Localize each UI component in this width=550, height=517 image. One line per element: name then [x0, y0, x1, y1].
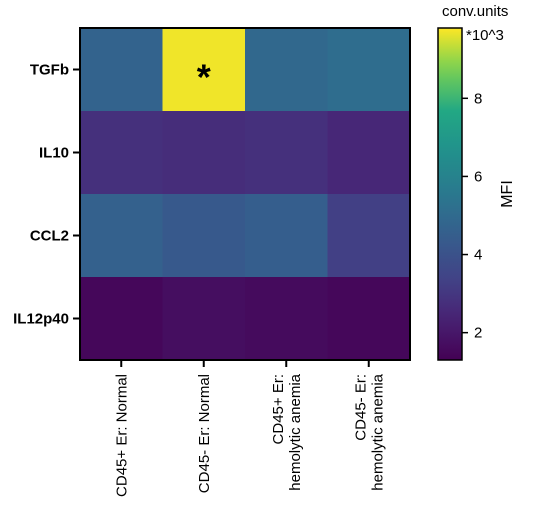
heatmap-cell: [80, 277, 163, 361]
row-label: IL12p40: [13, 311, 69, 328]
heatmap-cell: [162, 28, 246, 112]
colorbar-unit-label: conv.units: [442, 3, 508, 20]
heatmap-cell: [80, 28, 163, 112]
heatmap-cell: [80, 194, 163, 278]
heatmap-cell: [80, 111, 163, 195]
row-labels: TGFb IL10 CCL2 IL12p40: [13, 62, 80, 328]
colorbar-multiplier-label: *10^3: [466, 27, 504, 44]
heatmap-cell: [245, 28, 328, 112]
colorbar-scale: [437, 27, 463, 361]
heatmap-cell: [327, 111, 411, 195]
row-label: TGFb: [30, 62, 69, 79]
colorbar-tick-label: 6: [474, 168, 482, 185]
heatmap-cell: [245, 277, 328, 361]
colorbar-tick-label: 4: [474, 247, 482, 264]
row-label: IL10: [39, 145, 69, 162]
heatmap-cell: [162, 194, 246, 278]
column-label: CD45+ Er:: [270, 374, 287, 444]
column-label: hemolytic anemia: [287, 373, 304, 490]
heatmap-cell: [162, 111, 246, 195]
column-label: hemolytic anemia: [369, 373, 386, 490]
cell-annotations: *: [197, 57, 211, 98]
column-labels: CD45+ Er: Normal CD45- Er: Normal CD45+ Er…: [113, 360, 386, 497]
row-label: CCL2: [30, 228, 69, 245]
plot-frame: [79, 27, 411, 361]
heatmap-cell: [327, 277, 411, 361]
significance-marker: *: [197, 57, 211, 98]
heatmap-cell: [245, 111, 328, 195]
heatmap-cells: [80, 28, 411, 361]
heatmap-cell: [162, 277, 246, 361]
colorbar-tick-label: 2: [474, 325, 482, 342]
colorbar-tick-label: 8: [474, 90, 482, 107]
column-label: CD45- Er:: [352, 374, 369, 441]
column-label: CD45+ Er: Normal: [113, 374, 130, 497]
colorbar-axis-label: MFI: [499, 180, 516, 208]
heatmap-cell: [245, 194, 328, 278]
heatmap-cell: [327, 194, 411, 278]
heatmap-cell: [327, 28, 411, 112]
column-label: CD45- Er: Normal: [196, 374, 213, 493]
colorbar: 2 4 6 8 conv.units *10^3 MFI: [437, 3, 516, 361]
